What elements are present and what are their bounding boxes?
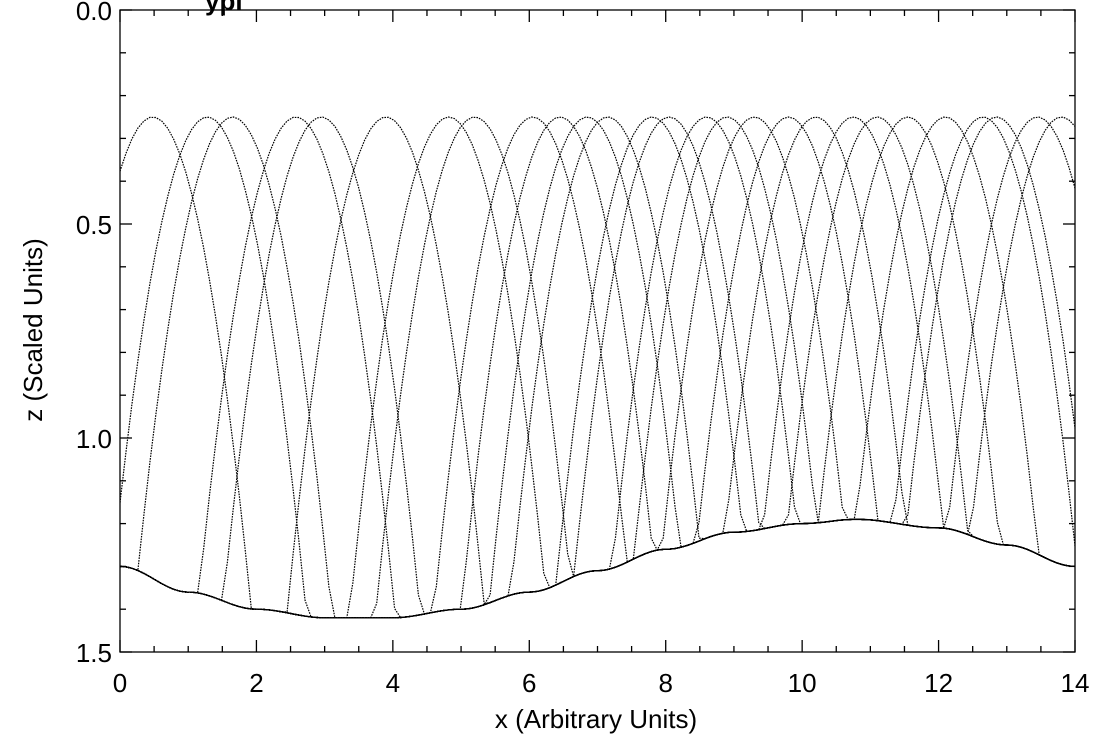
ray-path <box>120 116 1075 619</box>
y-axis-label: z (Scaled Units) <box>18 238 48 422</box>
ray-path <box>120 116 1075 619</box>
ray-path <box>120 116 1075 619</box>
boundary-line <box>119 518 1076 619</box>
ray-path <box>120 116 1075 619</box>
ray-path <box>120 116 1075 613</box>
y-tick-label: 1.0 <box>76 424 112 454</box>
ray-path <box>120 116 1075 619</box>
x-tick-label: 4 <box>386 668 400 698</box>
x-tick-label: 6 <box>522 668 536 698</box>
ray-path <box>120 116 1075 619</box>
x-tick-label: 12 <box>924 668 953 698</box>
ray-path <box>120 116 1075 619</box>
y-tick-label: 0.5 <box>76 210 112 240</box>
ray-path <box>120 116 1075 619</box>
ray-path <box>120 116 1075 619</box>
ray-path <box>120 116 1075 619</box>
axes: 0 2 4 6 8 10 12 14 0.0 0.5 1.0 1.5 <box>76 0 1090 698</box>
ray-path <box>120 116 1075 619</box>
ray-paths <box>120 116 1075 619</box>
ray-path <box>120 116 1075 615</box>
ray-path <box>120 116 1075 619</box>
ray-path <box>120 116 1075 619</box>
x-tick-label: 0 <box>113 668 127 698</box>
ray-path <box>120 116 1075 619</box>
y-tick-label: 0.0 <box>76 0 112 26</box>
ray-path <box>120 116 1075 619</box>
x-axis-label: x (Arbitrary Units) <box>495 704 697 734</box>
x-tick-label: 14 <box>1061 668 1090 698</box>
x-tick-label: 8 <box>658 668 672 698</box>
y-tick-label: 1.5 <box>76 638 112 668</box>
x-tick-label: 2 <box>249 668 263 698</box>
ray-path <box>120 116 1075 619</box>
ray-path <box>120 116 1075 619</box>
bottom-boundary <box>119 518 1076 619</box>
ray-path <box>120 116 1075 619</box>
ray-path <box>120 116 1075 619</box>
ray-path <box>120 116 1075 619</box>
ray-path <box>120 116 1075 619</box>
ray-path <box>120 116 1075 619</box>
ray-path <box>120 116 1075 619</box>
x-tick-label: 10 <box>788 668 817 698</box>
ray-path <box>120 116 1075 619</box>
ray-path <box>120 116 1075 619</box>
chart-title: ypi <box>205 0 243 16</box>
